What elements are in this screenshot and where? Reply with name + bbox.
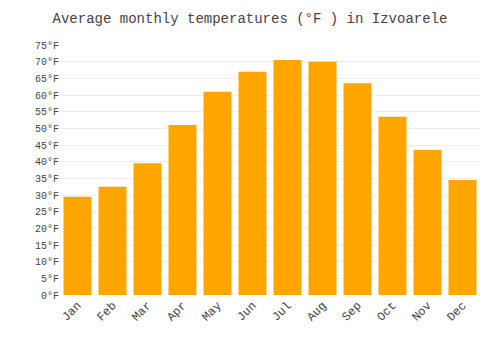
svg-text:0°F: 0°F bbox=[41, 291, 59, 302]
svg-text:Average monthly temperatures (: Average monthly temperatures (°F ) in Iz… bbox=[53, 11, 448, 27]
svg-text:65°F: 65°F bbox=[35, 74, 59, 85]
svg-text:45°F: 45°F bbox=[35, 141, 59, 152]
svg-text:Sep: Sep bbox=[339, 299, 364, 324]
svg-text:Mar: Mar bbox=[129, 299, 154, 324]
svg-text:10°F: 10°F bbox=[35, 257, 59, 268]
svg-text:Nov: Nov bbox=[409, 299, 434, 324]
svg-text:75°F: 75°F bbox=[35, 41, 59, 52]
svg-text:40°F: 40°F bbox=[35, 157, 59, 168]
svg-text:Jun: Jun bbox=[234, 299, 259, 324]
svg-text:55°F: 55°F bbox=[35, 107, 59, 118]
svg-text:Aug: Aug bbox=[304, 299, 329, 324]
svg-text:25°F: 25°F bbox=[35, 207, 59, 218]
svg-text:May: May bbox=[199, 299, 224, 324]
svg-text:Jan: Jan bbox=[59, 299, 84, 324]
svg-text:Jul: Jul bbox=[269, 299, 294, 324]
svg-text:15°F: 15°F bbox=[35, 241, 59, 252]
svg-text:Oct: Oct bbox=[374, 299, 399, 324]
svg-text:50°F: 50°F bbox=[35, 124, 59, 135]
svg-text:30°F: 30°F bbox=[35, 191, 59, 202]
svg-text:70°F: 70°F bbox=[35, 57, 59, 68]
svg-text:20°F: 20°F bbox=[35, 224, 59, 235]
svg-text:Dec: Dec bbox=[444, 299, 469, 324]
svg-text:5°F: 5°F bbox=[41, 274, 59, 285]
svg-text:Apr: Apr bbox=[164, 299, 189, 324]
svg-text:35°F: 35°F bbox=[35, 174, 59, 185]
svg-text:Feb: Feb bbox=[94, 299, 119, 324]
svg-text:60°F: 60°F bbox=[35, 91, 59, 102]
